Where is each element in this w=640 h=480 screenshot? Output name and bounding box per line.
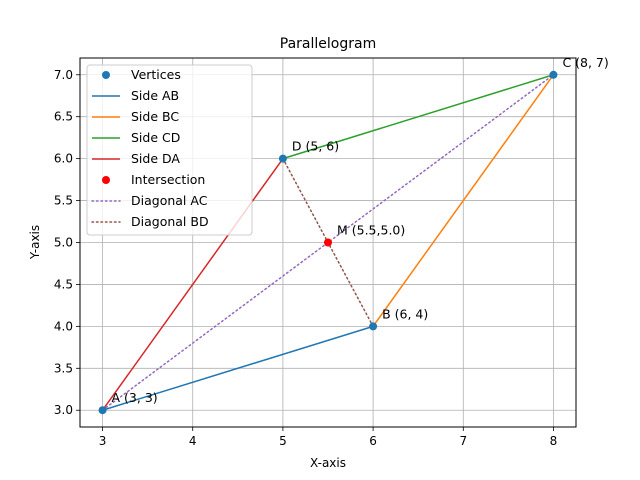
x-tick-label: 4 xyxy=(189,434,197,448)
x-tick-label: 6 xyxy=(369,434,377,448)
vertex-point-D xyxy=(278,154,287,163)
x-axis-title: X-axis xyxy=(310,456,346,470)
side-DA xyxy=(101,158,284,411)
legend-marker xyxy=(102,176,110,184)
legend-label: Diagonal AC xyxy=(131,193,208,208)
legend-label: Side CD xyxy=(131,130,180,145)
vertex-point-C xyxy=(549,70,558,79)
x-tick-label: 3 xyxy=(99,434,107,448)
points xyxy=(98,70,558,415)
vertex-label-B: B (6, 4) xyxy=(382,306,428,321)
y-tick-label: 5.5 xyxy=(54,194,73,208)
legend-marker xyxy=(102,71,110,79)
legend-label: Side DA xyxy=(131,151,180,166)
x-tick-label: 8 xyxy=(550,434,558,448)
legend-label: Intersection xyxy=(131,172,205,187)
sides xyxy=(101,74,555,411)
y-tick-label: 6.5 xyxy=(54,110,73,124)
side-CD xyxy=(282,74,554,160)
vertex-label-C: C (8, 7) xyxy=(562,55,608,70)
legend-label: Diagonal BD xyxy=(131,214,209,229)
y-tick-label: 6.0 xyxy=(54,152,73,166)
y-tick-label: 7.0 xyxy=(54,68,73,82)
vertex-point-B xyxy=(369,322,378,331)
legend-label: Side BC xyxy=(131,109,179,124)
legend: Vertices Side AB Side BC Side CD Side DA Inte… xyxy=(86,64,253,236)
point-labels: A (3, 3) B (6, 4) C (8, 7) D (5, 6) M (5.5,5… xyxy=(112,55,609,405)
y-tick-label: 3.0 xyxy=(54,403,73,417)
legend-box xyxy=(86,64,253,236)
intersection-label: M (5.5,5.0) xyxy=(337,223,405,238)
x-axis-ticks: 3 4 5 6 7 8 xyxy=(99,427,558,448)
vertex-label-D: D (5, 6) xyxy=(292,139,339,154)
chart-title: Parallelogram xyxy=(280,36,376,52)
x-tick-label: 7 xyxy=(459,434,467,448)
legend-label: Vertices xyxy=(131,67,181,82)
y-tick-label: 5.0 xyxy=(54,236,73,250)
y-tick-label: 4.0 xyxy=(54,319,73,333)
y-tick-label: 4.5 xyxy=(54,277,73,291)
side-BC xyxy=(372,74,555,327)
y-tick-label: 3.5 xyxy=(54,361,73,375)
x-tick-label: 5 xyxy=(279,434,287,448)
side-AB xyxy=(102,325,374,411)
legend-label: Side AB xyxy=(131,88,179,103)
intersection-point xyxy=(324,238,332,247)
vertex-label-A: A (3, 3) xyxy=(112,390,158,405)
vertex-point-A xyxy=(98,406,107,415)
y-axis-ticks: 3.0 3.5 4.0 4.5 5.0 5.5 6.0 6.5 7.0 xyxy=(54,68,80,417)
y-axis-title: Y-axis xyxy=(28,225,42,260)
